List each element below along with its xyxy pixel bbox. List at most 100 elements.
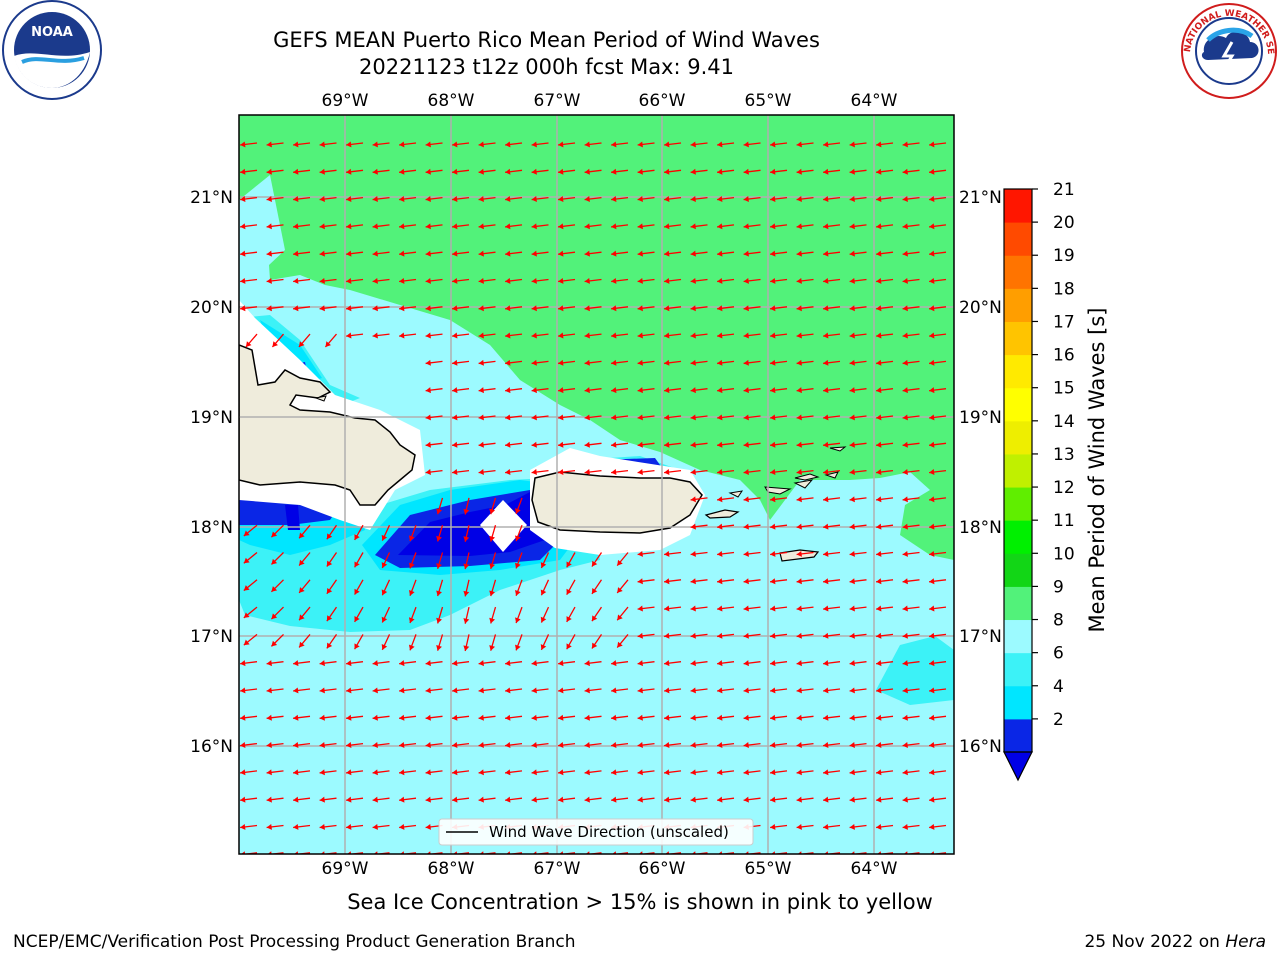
wind-wave-arrowhead (505, 332, 511, 339)
lat-label-right: 18°N (959, 518, 1002, 538)
wind-wave-arrowhead (690, 223, 696, 230)
wind-wave-arrowhead (399, 660, 405, 667)
wind-wave-arrowhead (929, 250, 935, 257)
wind-wave-arrowhead (929, 523, 935, 530)
wind-wave-arrowhead (266, 823, 272, 830)
wind-wave-arrowhead (425, 469, 431, 476)
wind-wave-arrowhead (425, 359, 431, 366)
lat-label-left: 17°N (190, 627, 233, 647)
wind-wave-arrowhead (319, 687, 325, 694)
wind-wave-arrowhead (717, 469, 723, 476)
wind-wave-arrowhead (354, 616, 360, 622)
wind-wave-arrowhead (372, 250, 378, 257)
wind-wave-arrowhead (558, 769, 564, 776)
wind-wave-arrowhead (558, 469, 564, 476)
wind-wave-arrowhead (849, 277, 855, 284)
wind-wave-arrowhead (823, 742, 829, 749)
wind-wave-arrowhead (876, 305, 882, 312)
wind-wave-arrowhead (240, 823, 246, 830)
wind-wave-arrowhead (452, 796, 458, 803)
wind-wave-arrowhead (770, 414, 776, 421)
small-island (314, 395, 327, 402)
wind-wave-arrowhead (902, 168, 908, 175)
wind-wave-arrowhead (796, 387, 802, 394)
wind-wave-arrowhead (531, 441, 537, 448)
wind-wave-arrowhead (717, 769, 723, 776)
contour-field (239, 115, 954, 854)
wind-wave-arrowhead (452, 332, 458, 339)
anegada-land (829, 446, 847, 452)
wind-wave-arrowhead (902, 414, 908, 421)
wind-wave-arrowhead (690, 660, 696, 667)
wind-wave-arrowhead (637, 660, 643, 667)
wind-wave-arrowhead (319, 250, 325, 257)
wind-wave-arrowhead (399, 277, 405, 284)
wind-wave-arrowhead (637, 441, 643, 448)
wind-wave-arrowhead (717, 168, 723, 175)
colorbar-frame (1003, 188, 1033, 753)
wind-wave-arrowhead (354, 643, 360, 650)
lat-label-right: 16°N (959, 737, 1002, 757)
vieques-land (704, 509, 740, 519)
lon-label-bottom: 65°W (745, 859, 792, 879)
colorbar-band (1004, 321, 1032, 356)
wind-wave-arrowhead (717, 441, 723, 448)
wind-wave-arrowhead (849, 523, 855, 530)
wind-wave-arrowhead (531, 332, 537, 339)
wind-wave-arrowhead (637, 223, 643, 230)
wind-wave-arrowhead (240, 769, 246, 776)
colorbar-band (1004, 420, 1032, 455)
wind-wave-arrowhead (372, 714, 378, 721)
wind-wave-arrowhead (611, 141, 617, 148)
wind-wave-arrowhead (796, 332, 802, 339)
wind-wave-arrowhead (796, 796, 802, 803)
wind-wave-arrowhead (823, 687, 829, 694)
wind-wave-arrowhead (796, 769, 802, 776)
wind-wave-arrowhead (558, 796, 564, 803)
wind-wave-arrowhead (271, 640, 278, 647)
wind-wave-arrowhead (478, 277, 484, 284)
wind-wave-arrowhead (743, 277, 749, 284)
wind-wave-arrowhead (478, 196, 484, 203)
wind-wave-arrowhead (929, 305, 935, 312)
st-thomas-land (764, 486, 792, 495)
wind-wave-arrowhead (584, 277, 590, 284)
wind-wave-arrowhead (664, 796, 670, 803)
wind-wave-arrowhead (266, 687, 272, 694)
wind-wave-arrowhead (240, 141, 246, 148)
wind-wave-arrowhead (531, 469, 537, 476)
wind-wave-arrowhead (436, 645, 442, 651)
wind-wave-arrowhead (505, 469, 511, 476)
wind-wave-arrowhead (425, 332, 431, 339)
wind-wave-arrowhead (425, 168, 431, 175)
wind-wave-arrowhead (584, 441, 590, 448)
wind-wave-arrowhead (611, 277, 617, 284)
wind-wave-arrowhead (611, 196, 617, 203)
wind-wave-arrowhead (531, 796, 537, 803)
wind-wave-arrowhead (823, 796, 829, 803)
wind-wave-arrowhead (743, 387, 749, 394)
wind-wave-arrowhead (591, 615, 598, 622)
wind-wave-arrowhead (399, 769, 405, 776)
wind-wave-arrowhead (929, 469, 935, 476)
wind-wave-arrowhead (558, 196, 564, 203)
wind-wave-arrowhead (902, 578, 908, 585)
wind-wave-arrowhead (796, 359, 802, 366)
wind-wave-arrowhead (584, 387, 590, 394)
wind-wave-arrowhead (489, 508, 496, 515)
wind-wave-arrowhead (346, 168, 352, 175)
wind-wave-arrowhead (478, 332, 484, 339)
wind-wave-arrowhead (326, 615, 333, 622)
date-prefix: 25 Nov 2022 on (1084, 932, 1226, 952)
wind-wave-arrowhead (929, 605, 935, 612)
wind-wave-arrowhead (243, 557, 250, 564)
wind-wave-arrowhead (399, 305, 405, 312)
wind-wave-arrowhead (849, 168, 855, 175)
wind-wave-arrowhead (929, 496, 935, 503)
wind-wave-arrowhead (876, 796, 882, 803)
wind-wave-arrowhead (271, 586, 278, 592)
wind-wave-arrowhead (849, 605, 855, 612)
colorbar-band (1004, 255, 1032, 289)
wind-wave-arrowhead (664, 632, 670, 639)
lat-label-left: 21°N (190, 188, 233, 208)
